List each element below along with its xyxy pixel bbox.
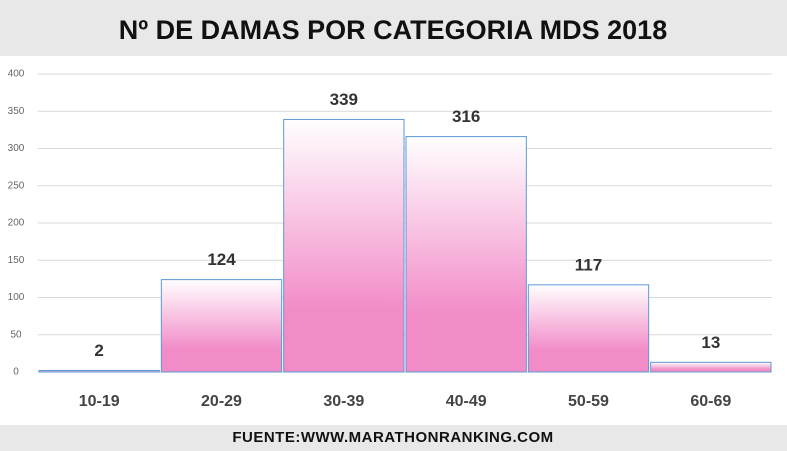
title-band [0, 0, 787, 56]
data-label: 2 [94, 341, 103, 360]
bar [38, 370, 160, 373]
y-tick-label: 150 [8, 255, 25, 266]
y-tick-label: 300 [8, 143, 25, 154]
y-tick-label: 0 [13, 367, 19, 378]
y-tick-label: 400 [8, 69, 25, 80]
y-tick-label: 50 [10, 329, 22, 340]
data-label: 316 [452, 107, 480, 126]
data-label: 117 [575, 255, 602, 274]
bar [650, 361, 772, 373]
x-tick-label: 60-69 [690, 393, 731, 410]
x-tick-label: 40-49 [446, 393, 487, 410]
y-tick-label: 100 [8, 292, 25, 303]
bar [527, 284, 650, 373]
x-tick-label: 30-39 [323, 393, 364, 410]
data-label: 339 [330, 90, 358, 109]
x-tick-label: 20-29 [201, 393, 242, 410]
bar [160, 279, 283, 373]
y-tick-label: 200 [8, 218, 25, 229]
y-tick-label: 250 [8, 180, 25, 191]
data-label: 13 [701, 333, 720, 352]
source: FUENTE:WWW.MARATHONRANKING.COM [232, 429, 553, 446]
x-tick-label: 50-59 [568, 393, 609, 410]
chart-title: Nº DE DAMAS POR CATEGORIA MDS 2018 [119, 15, 667, 45]
footer-band [0, 425, 787, 451]
y-tick-label: 350 [8, 106, 25, 117]
bar [405, 136, 527, 373]
x-tick-label: 10-19 [79, 393, 120, 410]
bar [283, 118, 405, 373]
data-label: 124 [207, 250, 236, 269]
